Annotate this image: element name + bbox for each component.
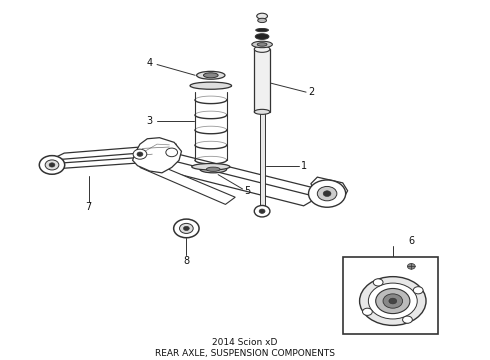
Text: 2014 Scion xD
REAR AXLE, SUSPENSION COMPONENTS: 2014 Scion xD REAR AXLE, SUSPENSION COMP… [155,338,335,357]
Circle shape [318,186,337,201]
Text: 8: 8 [183,256,190,266]
Text: 7: 7 [86,202,92,212]
Ellipse shape [254,46,270,52]
Ellipse shape [196,71,225,79]
Circle shape [368,283,417,319]
Ellipse shape [190,82,232,89]
Circle shape [49,163,55,167]
Polygon shape [49,155,176,169]
Text: 5: 5 [245,186,250,197]
Circle shape [407,264,415,269]
Polygon shape [138,148,318,206]
Circle shape [137,152,143,156]
Text: 6: 6 [408,236,415,246]
Polygon shape [140,160,235,204]
Polygon shape [138,148,318,198]
Ellipse shape [206,167,220,171]
Circle shape [363,308,372,315]
Circle shape [173,219,199,238]
Text: 1: 1 [300,161,307,171]
Circle shape [403,316,413,323]
Polygon shape [133,138,181,173]
Circle shape [413,287,423,294]
Circle shape [39,156,65,174]
Text: 4: 4 [147,58,153,68]
Circle shape [183,226,189,230]
Circle shape [323,191,331,197]
Circle shape [373,279,383,286]
Ellipse shape [255,34,269,40]
Circle shape [259,209,265,213]
Circle shape [45,160,59,170]
Ellipse shape [192,163,230,170]
Circle shape [179,224,193,233]
Ellipse shape [257,13,268,19]
Polygon shape [49,144,176,160]
Circle shape [383,294,403,308]
Ellipse shape [258,18,267,23]
Text: 3: 3 [147,116,153,126]
Ellipse shape [203,73,218,78]
Circle shape [254,206,270,217]
Circle shape [133,149,147,159]
Ellipse shape [256,28,269,32]
Text: 2: 2 [308,87,314,97]
Circle shape [389,298,397,304]
Ellipse shape [257,42,267,46]
Circle shape [166,148,177,157]
Ellipse shape [254,109,270,114]
Circle shape [376,288,410,314]
Ellipse shape [252,41,272,48]
Polygon shape [138,156,318,206]
Polygon shape [311,177,347,202]
Bar [343,257,438,334]
Bar [260,112,265,207]
Bar [254,49,270,112]
Circle shape [360,276,426,325]
Circle shape [309,180,345,207]
Ellipse shape [200,166,227,173]
